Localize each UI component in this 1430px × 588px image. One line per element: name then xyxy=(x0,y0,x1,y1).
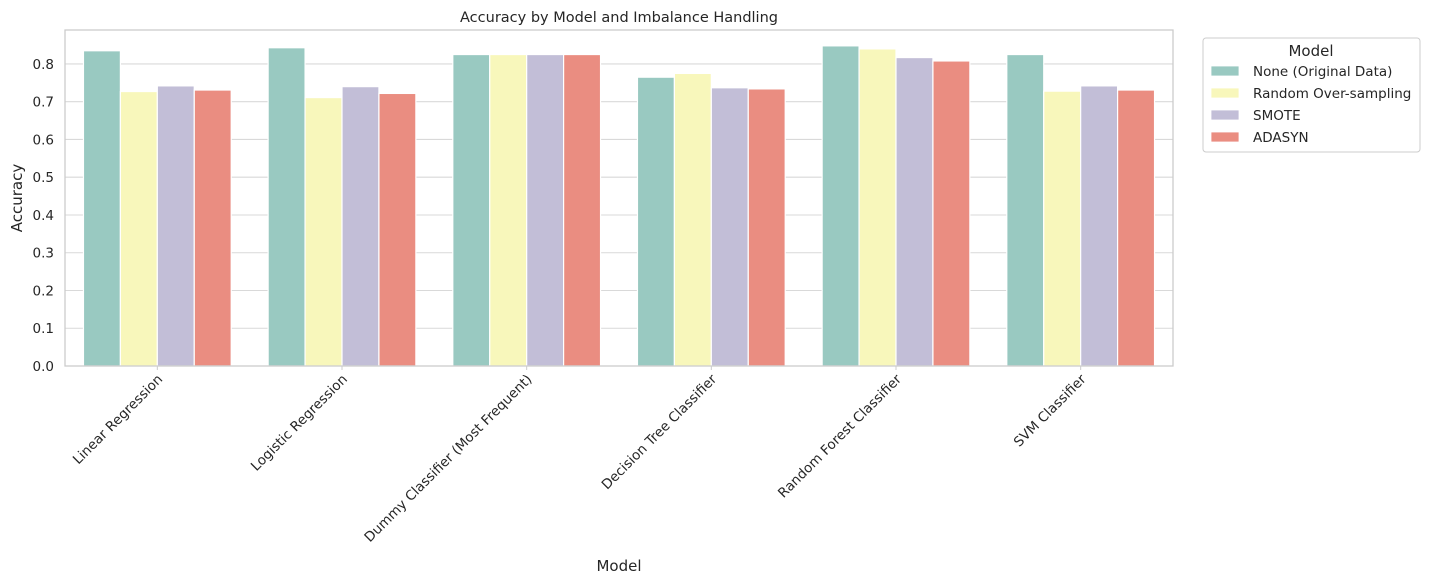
bar xyxy=(193,89,232,367)
bar xyxy=(821,45,860,367)
bars xyxy=(82,45,1156,367)
bar xyxy=(1006,53,1045,367)
legend: Model None (Original Data) Random Over-sa… xyxy=(1202,37,1421,153)
x-tick-labels: Linear Regression Logistic Regression Dumm… xyxy=(70,366,1090,546)
x-tick-label: Random Forest Classifier xyxy=(775,371,905,501)
x-axis-label: Model xyxy=(596,557,641,575)
y-tick-label: 0.5 xyxy=(33,170,54,186)
bar xyxy=(341,86,380,367)
bar xyxy=(304,96,343,367)
bar xyxy=(489,53,528,367)
legend-swatch xyxy=(1210,65,1240,77)
bar xyxy=(710,87,749,367)
bar xyxy=(1043,90,1082,367)
legend-box xyxy=(1202,37,1421,153)
x-tick-label: SVM Classifier xyxy=(1011,371,1090,450)
plot-frame xyxy=(64,29,1174,367)
legend-items: None (Original Data) Random Over-sampling… xyxy=(1210,64,1411,146)
x-tick-label: Dummy Classifier (Most Frequent) xyxy=(361,372,535,546)
y-tick-label: 0.3 xyxy=(33,246,54,262)
bar xyxy=(82,50,122,367)
x-tick-label: Decision Tree Classifier xyxy=(599,371,721,493)
bar xyxy=(1116,89,1156,367)
legend-label: ADASYN xyxy=(1253,130,1309,146)
bar xyxy=(895,56,934,367)
bar xyxy=(119,90,158,367)
bar xyxy=(452,53,491,367)
bar xyxy=(378,92,417,367)
legend-label: None (Original Data) xyxy=(1253,64,1392,80)
y-tick-label: 0.1 xyxy=(33,321,54,337)
legend-title: Model xyxy=(1288,42,1333,60)
bar xyxy=(673,72,712,367)
y-tick-label: 0.2 xyxy=(33,283,54,299)
bar xyxy=(636,76,676,367)
bar xyxy=(526,53,565,367)
legend-label: Random Over-sampling xyxy=(1253,86,1411,102)
legend-label: SMOTE xyxy=(1253,108,1301,124)
y-tick-label: 0.4 xyxy=(33,208,54,224)
bar xyxy=(156,85,195,367)
y-tick-label: 0.0 xyxy=(33,359,54,375)
y-axis-label: Accuracy xyxy=(8,164,26,233)
bar xyxy=(1080,85,1119,367)
x-tick-label: Linear Regression xyxy=(70,372,166,468)
chart-title: Accuracy by Model and Imbalance Handling xyxy=(460,10,778,26)
x-tick-label: Logistic Regression xyxy=(248,372,351,475)
bar xyxy=(562,53,602,367)
bar xyxy=(747,88,786,367)
y-tick-label: 0.6 xyxy=(33,132,54,148)
bar xyxy=(267,47,306,367)
y-tick-label: 0.7 xyxy=(33,95,54,111)
legend-swatch xyxy=(1210,87,1240,99)
bar xyxy=(858,48,897,367)
y-tick-label: 0.8 xyxy=(33,57,54,73)
legend-swatch xyxy=(1210,109,1240,121)
grid-lines xyxy=(65,63,1173,367)
y-tick-labels: 0.0 0.1 0.2 0.3 0.4 0.5 0.6 0.7 0.8 xyxy=(33,57,54,375)
legend-swatch xyxy=(1210,131,1240,143)
bar xyxy=(932,60,971,367)
